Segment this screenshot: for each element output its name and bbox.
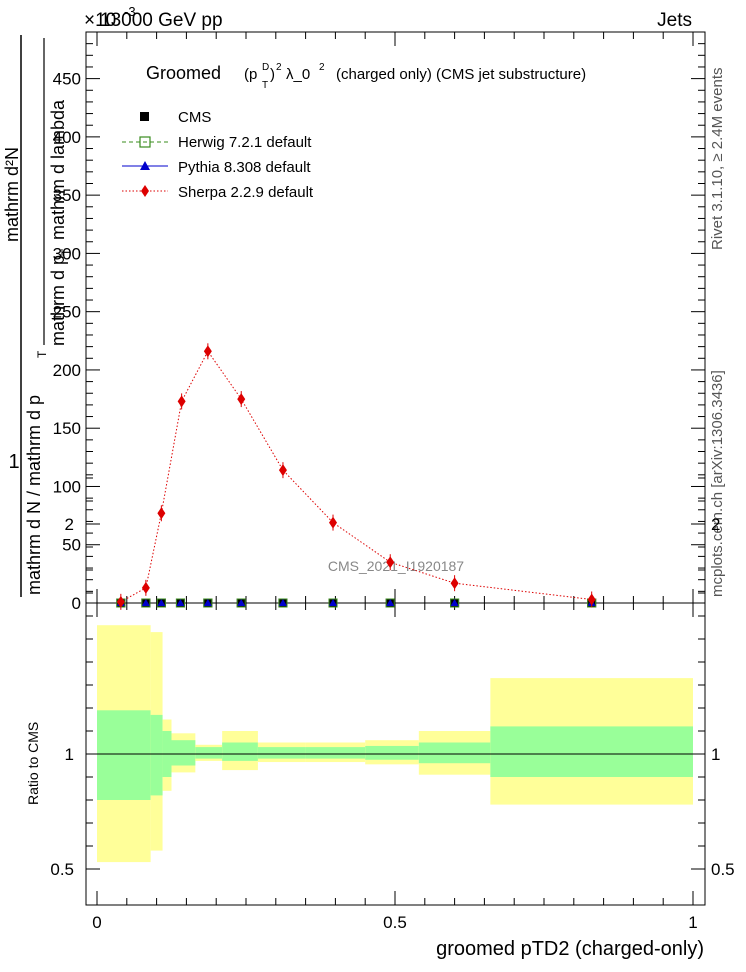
y-tick-label: 450 xyxy=(53,70,81,89)
ratio-tick-label-right: 1 xyxy=(711,745,720,764)
ratio-band-inner xyxy=(150,714,163,796)
ratio-bands xyxy=(97,625,693,863)
sherpa-point xyxy=(177,395,186,408)
ratio-band-inner xyxy=(418,742,491,764)
pythia-point xyxy=(237,599,246,606)
x-tick-label: 0.5 xyxy=(383,913,407,932)
ratio-band-inner xyxy=(222,742,258,761)
chart-title-lambda: λ_0 xyxy=(286,66,310,83)
header-exponent: ×10 xyxy=(84,10,116,31)
x-tick-label: 1 xyxy=(688,913,697,932)
y-axis-label-denominator-rest: mathrm d lambda xyxy=(48,99,68,240)
axes: 0 50 100 150 200 250 300 350 400 450 0 0.5 1 0.5 0.5 1 1… xyxy=(50,31,735,932)
ratio-tick-label: 1 xyxy=(65,745,74,764)
y-tick-label: 100 xyxy=(53,477,81,496)
sherpa-point xyxy=(278,464,287,477)
ratio-band-inner xyxy=(171,740,196,766)
mcplots-label: mcplots.cern.ch [arXiv:1306.3436] xyxy=(709,370,726,597)
chart-title: Groomed (p D T ) 2 λ_0 2 (charged only) … xyxy=(146,62,586,91)
y-tick-label: 150 xyxy=(53,419,81,438)
header-top-left: 13000 GeV pp xyxy=(100,10,223,31)
y-tick-label: 50 xyxy=(62,536,81,555)
legend-label-cms: CMS xyxy=(178,109,211,126)
x-axis-label: groomed pTD2 (charged-only) xyxy=(436,938,704,960)
sherpa-point xyxy=(203,345,212,358)
sherpa-point xyxy=(450,577,459,590)
sherpa-point xyxy=(116,595,125,608)
ratio-tick-label: 0.5 xyxy=(50,860,74,879)
legend: CMS Herwig 7.2.1 default Pythia 8.308 de… xyxy=(122,109,314,201)
ratio-tick-label: 2 xyxy=(65,515,74,534)
chart-title-sup-2b: 2 xyxy=(319,62,325,73)
y-axis-label-denominator: mathrm d p xyxy=(48,255,68,346)
y-axis-label-top: 1 xyxy=(8,451,19,473)
pythia-point xyxy=(203,599,212,606)
pythia-point xyxy=(141,599,150,606)
pythia-point xyxy=(278,599,287,606)
y-tick-label: 350 xyxy=(53,186,81,205)
ratio-band-inner xyxy=(490,726,693,777)
sherpa-point xyxy=(386,556,395,569)
sherpa-point xyxy=(587,593,596,606)
ratio-band-inner xyxy=(97,710,151,800)
chart-title-close: ) xyxy=(270,66,275,83)
series xyxy=(116,343,597,610)
y-tick-label: 250 xyxy=(53,303,81,322)
chart-title-sub-t: T xyxy=(262,80,268,91)
x-tick-label: 0 xyxy=(92,913,101,932)
y-tick-label: 300 xyxy=(53,244,81,263)
ratio-y-axis-label: Ratio to CMS xyxy=(25,722,41,805)
y-axis-label-denominator-sub: T xyxy=(59,248,73,256)
sherpa-point xyxy=(329,516,338,529)
chart-title-main: Groomed xyxy=(146,63,221,83)
y-axis-label-bottom-sub: T xyxy=(35,350,49,358)
ratio-band-inner xyxy=(257,747,306,759)
legend-marker-cms xyxy=(140,112,149,121)
y-axis-label: 1 mathrm d N / mathrm d p T mathrm d²N m… xyxy=(2,35,73,597)
legend-marker-herwig xyxy=(139,136,151,148)
header-top-right: Jets xyxy=(657,10,692,31)
sherpa-point xyxy=(157,507,166,520)
pythia-point xyxy=(329,599,338,606)
chart-title-sup-d: D xyxy=(262,62,269,73)
rivet-label: Rivet 3.1.10, ≥ 2.4M events xyxy=(709,68,726,251)
legend-marker-sherpa xyxy=(141,185,149,197)
ratio-band-inner xyxy=(195,747,223,759)
y-tick-label: 0 xyxy=(72,594,81,613)
y-axis-label-bottom: mathrm d N / mathrm d p xyxy=(24,395,44,595)
sherpa-point xyxy=(141,581,150,594)
ratio-band-inner xyxy=(305,747,366,759)
pythia-point xyxy=(157,599,166,606)
legend-marker-pythia xyxy=(140,161,150,170)
header-exponent-power: -3 xyxy=(124,4,136,19)
chart-title-sup-2a: 2 xyxy=(276,62,282,73)
chart-title-formula: (p xyxy=(244,66,257,83)
pythia-point xyxy=(176,599,185,606)
y-tick-label: 400 xyxy=(53,128,81,147)
y-axis-label-numerator: mathrm d²N xyxy=(2,147,22,242)
analysis-label: CMS_2021_I1920187 xyxy=(328,558,464,574)
legend-label-herwig: Herwig 7.2.1 default xyxy=(178,134,312,151)
chart-title-rest: (charged only) (CMS jet substructure) xyxy=(336,66,586,83)
sherpa-point xyxy=(237,393,246,406)
pythia-point xyxy=(386,599,395,606)
pythia-point xyxy=(450,599,459,606)
ratio-band-inner xyxy=(365,745,419,760)
y-tick-label: 200 xyxy=(53,361,81,380)
ratio-tick-label-right: 2 xyxy=(711,515,720,534)
legend-label-sherpa: Sherpa 2.2.9 default xyxy=(178,184,314,201)
legend-label-pythia: Pythia 8.308 default xyxy=(178,159,311,176)
ratio-tick-label-right: 0.5 xyxy=(711,860,735,879)
